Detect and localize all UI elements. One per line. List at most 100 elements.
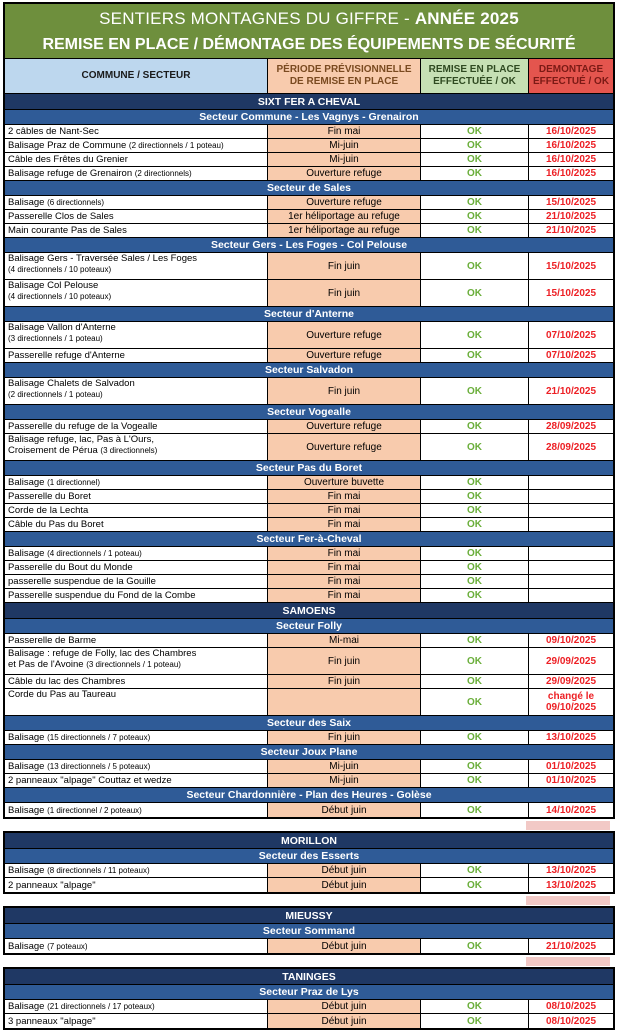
equipment-name: Balisage (4 directionnels / 1 poteau) (5, 547, 268, 560)
remise-status: OK (421, 378, 529, 404)
detail-text: (15 directionnels / 7 poteaux) (47, 733, 151, 742)
equipment-row: 2 panneaux "alpage" Début juin OK 13/10/… (5, 878, 613, 892)
equipment-name: 2 panneaux "alpage" Couttaz et wedze (5, 774, 268, 787)
periode-prevue: 1er héliportage au refuge (268, 210, 421, 223)
equipment-row: Balisage (6 directionnels) Ouverture ref… (5, 196, 613, 210)
equipment-row: Passerelle suspendue du Fond de la Combe… (5, 589, 613, 603)
block-gap (3, 819, 615, 831)
equipment-name: Corde de la Lechta (5, 504, 268, 517)
equipment-row: Balisage Praz de Commune (2 directionnel… (5, 139, 613, 153)
remise-status: OK (421, 322, 529, 348)
remise-status: OK (421, 803, 529, 817)
title-line-2: REMISE EN PLACE / DÉMONTAGE DES ÉQUIPEME… (42, 35, 576, 53)
periode-prevue: Ouverture refuge (268, 196, 421, 209)
demontage-date: 16/10/2025 (545, 126, 597, 137)
periode-prevue: Mi-juin (268, 760, 421, 773)
title-year: ANNÉE 2025 (414, 8, 519, 28)
remise-status: OK (421, 476, 529, 489)
remise-status: OK (421, 518, 529, 531)
remise-status: OK (421, 253, 529, 279)
equipment-name: Balisage (6 directionnels) (5, 196, 268, 209)
equipment-row: Passerelle du Bout du Monde Fin mai OK (5, 561, 613, 575)
demontage-date: 14/10/2025 (545, 804, 597, 816)
remise-status: OK (421, 878, 529, 892)
equipment-name: Câble du Pas du Boret (5, 518, 268, 531)
equipment-name: Balisage (1 directionnel / 2 poteaux) (5, 803, 268, 817)
detail-text: (8 directionnels / 11 poteaux) (47, 866, 150, 875)
equipment-name: Balisage (15 directionnels / 7 poteaux) (5, 731, 268, 744)
remise-status: OK (421, 196, 529, 209)
demontage-date: 08/10/2025 (545, 1015, 597, 1027)
demontage-date: 15/10/2025 (545, 260, 597, 272)
demontage-date (529, 518, 613, 531)
demontage-date: 16/10/2025 (545, 140, 597, 151)
periode-prevue: Ouverture refuge (268, 167, 421, 180)
equipment-name: Balisage refuge, lac, Pas à L'Ours, Crois… (5, 434, 268, 460)
detail-text: (4 directionnels / 10 poteaux) (8, 265, 112, 274)
detail-text: (21 directionnels / 17 poteaux) (47, 1002, 155, 1011)
table-body-mieussy: MIEUSSY Secteur Sommand Balisage (7 potea… (5, 908, 613, 953)
equipment-row: Balisage (1 directionnel) Ouverture buve… (5, 476, 613, 490)
periode-prevue: Mi-juin (268, 139, 421, 152)
equipment-row: 2 panneaux "alpage" Couttaz et wedze Mi-… (5, 774, 613, 788)
equipment-row: Balisage Col Pelouse (4 directionnels / 1… (5, 280, 613, 307)
remise-status: OK (421, 504, 529, 517)
equipment-row: Balisage Vallon d'Anterne (3 directionnel… (5, 322, 613, 349)
demontage-date: 15/10/2025 (545, 197, 597, 208)
equipment-row: Balisage refuge, lac, Pas à L'Ours, Crois… (5, 434, 613, 461)
demontage-date: 21/10/2025 (545, 385, 597, 397)
column-header-commune: COMMUNE / SECTEUR (5, 59, 268, 93)
demontage-date: 01/10/2025 (545, 761, 597, 772)
equipment-name: Balisage Vallon d'Anterne (3 directionnel… (5, 322, 268, 348)
periode-prevue: Fin mai (268, 589, 421, 602)
equipment-row: Passerelle refuge d'Anterne Ouverture re… (5, 349, 613, 363)
equipment-name: Balisage Col Pelouse (4 directionnels / 1… (5, 280, 268, 306)
secteur-header: Secteur Sommand (5, 924, 613, 939)
remise-status: OK (421, 648, 529, 674)
remise-status: OK (421, 1014, 529, 1028)
remise-status: OK (421, 634, 529, 647)
secteur-header: Secteur Salvadon (5, 363, 613, 378)
demontage-date: 07/10/2025 (545, 329, 597, 341)
remise-status: OK (421, 349, 529, 362)
demontage-date: 28/09/2025 (545, 441, 597, 453)
equipment-row: Passerelle Clos de Sales 1er héliportage… (5, 210, 613, 224)
periode-prevue: Ouverture refuge (268, 420, 421, 433)
equipment-name: Passerelle du Bout du Monde (5, 561, 268, 574)
equipment-row: 2 câbles de Nant-Sec Fin mai OK 16/10/20… (5, 125, 613, 139)
equipment-row: Passerelle du refuge de la Vogealle Ouve… (5, 420, 613, 434)
equipment-row: Balisage refuge de Grenairon (2 directio… (5, 167, 613, 181)
commune-header: MIEUSSY (5, 908, 613, 924)
periode-prevue: Ouverture buvette (268, 476, 421, 489)
equipment-row: Corde du Pas au Taureau OK changé le 09/… (5, 689, 613, 716)
remise-status: OK (421, 589, 529, 602)
detail-text: (2 directionnels / 1 poteau) (128, 141, 224, 150)
secteur-header: Secteur de Sales (5, 181, 613, 196)
remise-status: OK (421, 153, 529, 166)
equipment-row: Câble du lac des Chambres Fin juin OK 29… (5, 675, 613, 689)
demontage-date: 16/10/2025 (545, 168, 597, 179)
remise-status: OK (421, 939, 529, 953)
block-gap (3, 955, 615, 967)
commune-header: SAMOENS (5, 603, 613, 619)
periode-prevue: Mi-juin (268, 153, 421, 166)
demontage-date (529, 561, 613, 574)
equipment-row: Balisage Gers - Traversée Sales / Les Fo… (5, 253, 613, 280)
equipment-name: Balisage (7 poteaux) (5, 939, 268, 953)
equipment-name: Passerelle refuge d'Anterne (5, 349, 268, 362)
periode-prevue: Début juin (268, 939, 421, 953)
periode-prevue: 1er héliportage au refuge (268, 224, 421, 237)
periode-prevue: Début juin (268, 1000, 421, 1013)
detail-text: (2 directionnels / 1 poteau) (8, 390, 103, 399)
equipment-name: Passerelle de Barme (5, 634, 268, 647)
demontage-date (529, 476, 613, 489)
pink-artifact (526, 821, 610, 830)
secteur-header: Secteur d'Anterne (5, 307, 613, 322)
secteur-header: Secteur Chardonnière - Plan des Heures -… (5, 788, 613, 803)
periode-prevue: Début juin (268, 803, 421, 817)
equipment-row: Passerelle du Boret Fin mai OK (5, 490, 613, 504)
equipment-name: 3 panneaux "alpage" (5, 1014, 268, 1028)
remise-status: OK (421, 689, 529, 715)
remise-status: OK (421, 675, 529, 688)
